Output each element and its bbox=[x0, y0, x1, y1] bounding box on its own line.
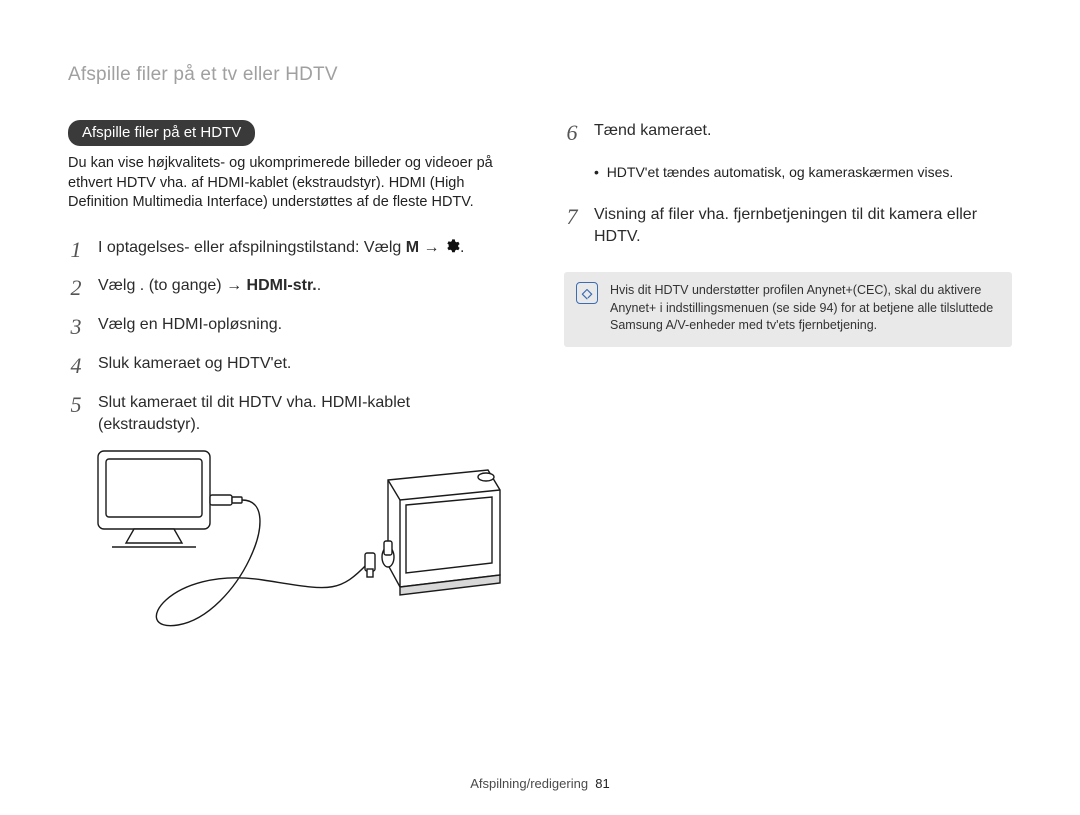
footer-section: Afspilning/redigering bbox=[470, 776, 588, 791]
step-4: 4 Sluk kameraet og HDTV'et. bbox=[68, 353, 516, 382]
step-text: Sluk kameraet og HDTV'et. bbox=[98, 353, 516, 375]
content-columns: Afspille filer på et HDTV Du kan vise hø… bbox=[68, 120, 1012, 670]
connection-illustration bbox=[88, 445, 516, 670]
step-6: 6 Tænd kameraet. bbox=[564, 120, 1012, 149]
section-pill: Afspille filer på et HDTV bbox=[68, 120, 255, 146]
step-text: Vælg en HDMI-opløsning. bbox=[98, 314, 516, 336]
step-text: Tænd kameraet. bbox=[594, 120, 1012, 142]
page-title: Afspille filer på et tv eller HDTV bbox=[68, 64, 1012, 86]
page-footer: Afspilning/redigering 81 bbox=[0, 776, 1080, 791]
step-1: 1 I optagelses- eller afspilningstilstan… bbox=[68, 237, 516, 266]
gear-icon bbox=[444, 238, 460, 254]
right-column: 6 Tænd kameraet. • HDTV'et tændes automa… bbox=[564, 120, 1012, 670]
step-7: 7 Visning af filer vha. fjernbetjeningen… bbox=[564, 204, 1012, 249]
step-6-bullet: • HDTV'et tændes automatisk, og kamerask… bbox=[594, 163, 1012, 182]
text-segment: I optagelses- eller afspilningstilstand:… bbox=[98, 239, 406, 256]
left-steps: 1 I optagelses- eller afspilningstilstan… bbox=[68, 237, 516, 437]
intro-text: Du kan vise højkvalitets- og ukomprimere… bbox=[68, 154, 516, 213]
step-number: 1 bbox=[68, 235, 84, 266]
right-steps: 6 Tænd kameraet. • HDTV'et tændes automa… bbox=[564, 120, 1012, 248]
step-text: Slut kameraet til dit HDTV vha. HDMI-kab… bbox=[98, 392, 516, 437]
text-segment: . bbox=[460, 239, 464, 256]
step-number: 6 bbox=[564, 118, 580, 149]
note-text: Hvis dit HDTV understøtter profilen Anyn… bbox=[610, 283, 993, 332]
text-segment: → bbox=[419, 239, 444, 256]
bold-segment: HDMI-str. bbox=[247, 277, 317, 294]
step-5: 5 Slut kameraet til dit HDTV vha. HDMI-k… bbox=[68, 392, 516, 437]
step-text: Vælg . (to gange) → HDMI-str.. bbox=[98, 275, 516, 297]
step-number: 2 bbox=[68, 273, 84, 304]
bullet-text: HDTV'et tændes automatisk, og kameraskær… bbox=[607, 164, 954, 180]
step-number: 7 bbox=[564, 202, 580, 233]
step-text: Visning af filer vha. fjernbetjeningen t… bbox=[594, 204, 1012, 249]
note-icon bbox=[576, 282, 598, 304]
note-box: Hvis dit HDTV understøtter profilen Anyn… bbox=[564, 272, 1012, 347]
page-number: 81 bbox=[595, 776, 609, 791]
step-text: I optagelses- eller afspilningstilstand:… bbox=[98, 237, 516, 259]
step-number: 5 bbox=[68, 390, 84, 421]
bold-segment: M bbox=[406, 239, 419, 256]
step-number: 3 bbox=[68, 312, 84, 343]
text-segment: . bbox=[317, 277, 321, 294]
step-2: 2 Vælg . (to gange) → HDMI-str.. bbox=[68, 275, 516, 304]
text-segment: Vælg . (to gange) → bbox=[98, 277, 247, 294]
left-column: Afspille filer på et HDTV Du kan vise hø… bbox=[68, 120, 516, 670]
step-3: 3 Vælg en HDMI-opløsning. bbox=[68, 314, 516, 343]
step-number: 4 bbox=[68, 351, 84, 382]
